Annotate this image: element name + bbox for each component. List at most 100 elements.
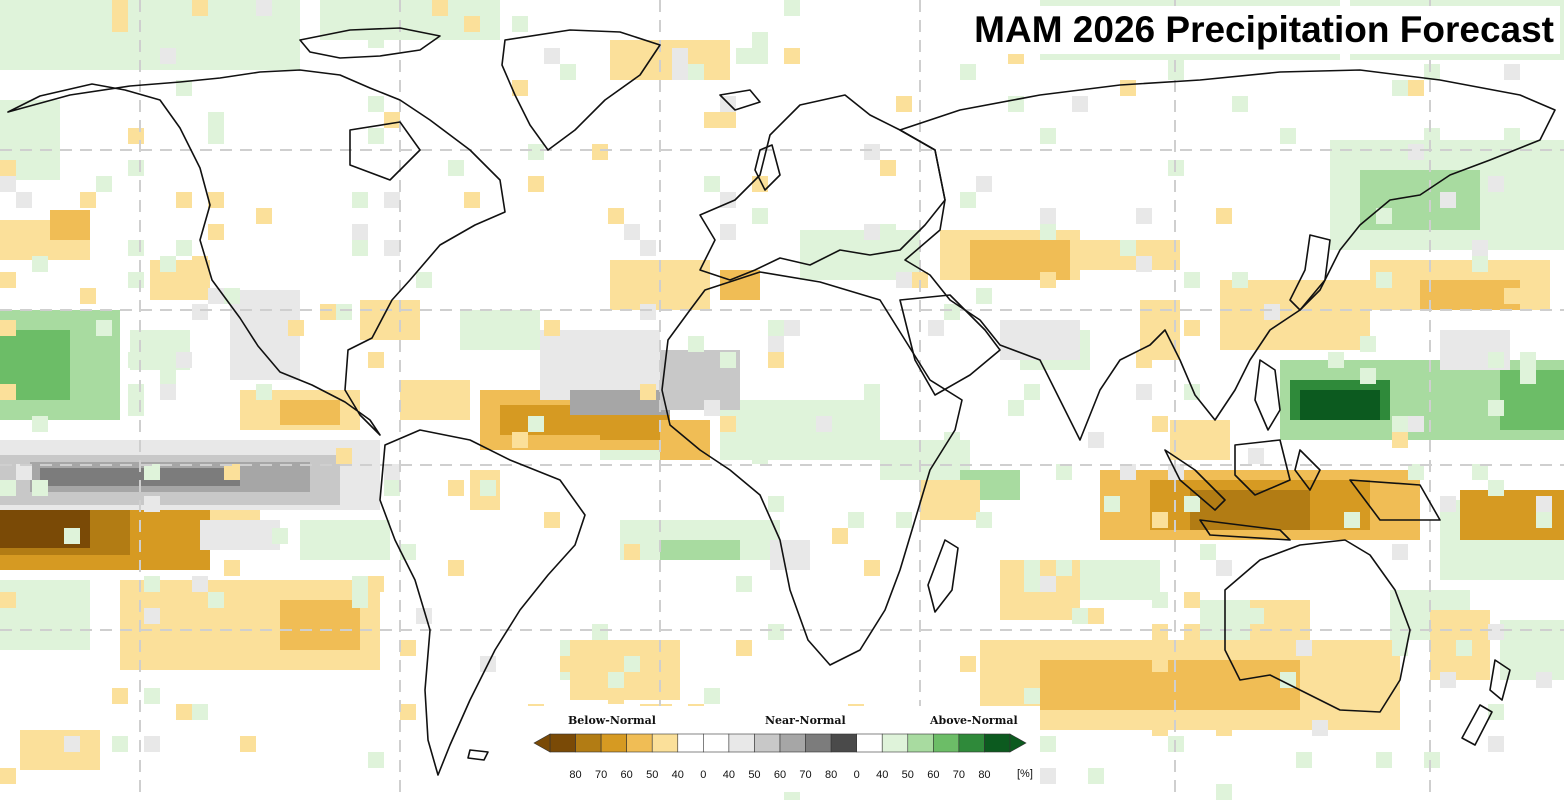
forecast-cell [1420,280,1520,310]
forecast-cell [752,48,768,64]
forecast-cell [544,48,560,64]
forecast-cell [720,400,880,460]
forecast-cell [1072,96,1088,112]
forecast-cell [1440,496,1456,512]
forecast-cell [1088,608,1104,624]
forecast-cell [224,464,240,480]
forecast-cell [1040,736,1056,752]
forecast-cell [460,310,540,350]
legend-swatch [728,733,755,753]
forecast-cell [1040,224,1056,240]
forecast-cell [352,528,368,544]
legend-swatch [984,733,1011,753]
forecast-cell [960,656,976,672]
forecast-cell [640,384,656,400]
map-title: MAM 2026 Precipitation Forecast [968,6,1560,54]
forecast-cell [240,736,256,752]
forecast-cell [112,736,128,752]
japan-outline [1289,234,1331,311]
forecast-cell [1504,288,1520,304]
forecast-cell [1040,768,1056,784]
forecast-cell [1120,80,1136,96]
forecast-cell [432,0,448,16]
forecast-cell [1312,720,1328,736]
forecast-cell [1440,192,1456,208]
forecast-cell [32,480,48,496]
forecast-cell [0,160,16,176]
forecast-cell [1120,464,1136,480]
forecast-cell [896,512,912,528]
forecast-cell [1152,656,1168,672]
forecast-cell [1504,128,1520,144]
forecast-cell [176,80,192,96]
forecast-cell [208,112,224,128]
forecast-cell [1392,544,1408,560]
forecast-cell [1136,384,1152,400]
legend-swatch [856,733,883,753]
forecast-cell [512,432,528,448]
forecast-cell [64,736,80,752]
forecast-cell [592,144,608,160]
forecast-cell [1280,128,1296,144]
forecast-cell [40,468,240,486]
forecast-cell [192,576,208,592]
forecast-cell [448,480,464,496]
forecast-cell [1264,304,1280,320]
forecast-cell [1488,624,1504,640]
forecast-cell [224,560,240,576]
forecast-cell [1216,784,1232,800]
forecast-cell [624,544,640,560]
forecast-cell [640,304,656,320]
forecast-cell [1184,272,1200,288]
forecast-cell [784,48,800,64]
forecast-cell [660,540,740,560]
forecast-cell [672,64,688,80]
forecast-cell [1120,240,1136,256]
forecast-cell [368,352,384,368]
forecast-cell [1008,400,1024,416]
forecast-cell [272,48,288,64]
legend-tick-label: 60 [927,769,940,781]
forecast-cell [0,0,300,70]
forecast-cell [80,192,96,208]
forecast-cell [1472,464,1488,480]
forecast-cell [512,16,528,32]
forecast-cell [368,96,384,112]
legend-tick-label: 70 [594,769,608,781]
legend-tick-label: 40 [671,769,684,781]
forecast-cell [1536,672,1552,688]
forecast-cell [256,384,272,400]
forecast-cell [1392,432,1408,448]
forecast-cell [16,192,32,208]
forecast-cell [32,416,48,432]
forecast-cell [736,640,752,656]
forecast-cell [784,0,800,16]
forecast-cell [1376,272,1392,288]
legend-tick-label: 40 [876,769,889,781]
forecast-cell [320,304,336,320]
forecast-cell [1488,704,1504,720]
forecast-cell [770,540,810,570]
forecast-cell [848,512,864,528]
forecast-cell [192,304,208,320]
forecast-cell [1536,496,1552,512]
arctic-islands-outline [299,27,441,181]
forecast-cell [400,544,416,560]
forecast-cell [1024,688,1040,704]
australia-outline [1224,539,1411,713]
forecast-cell [1024,384,1040,400]
forecast-cell [704,400,720,416]
forecast-cell [960,64,976,80]
forecast-cell [736,48,752,64]
forecast-cell [160,384,176,400]
forecast-cell [1136,256,1152,272]
forecast-cell [0,592,16,608]
legend-below-normal-label: Below-Normal [568,714,656,727]
forecast-cell [112,0,128,16]
forecast-cell [208,288,224,304]
forecast-cell [0,320,16,336]
forecast-cell [1056,560,1072,576]
forecast-cell [1152,592,1168,608]
forecast-cell [1216,208,1232,224]
forecast-cell [640,240,656,256]
